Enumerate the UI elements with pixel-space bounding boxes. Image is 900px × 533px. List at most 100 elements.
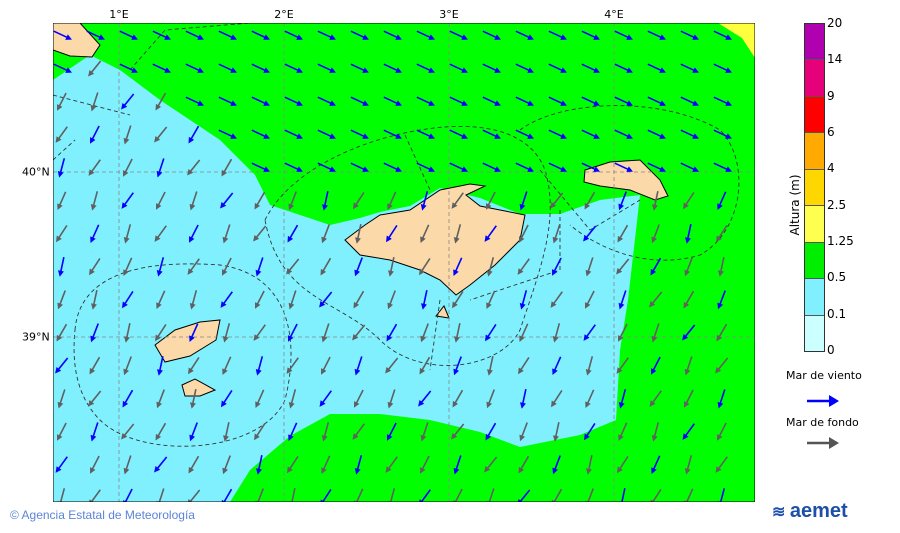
wave-arrow xyxy=(383,96,402,106)
wave-arrow xyxy=(284,63,303,73)
wave-arrow xyxy=(251,129,270,139)
wave-arrow xyxy=(222,455,231,475)
wave-arrow xyxy=(583,324,596,341)
wave-arrow xyxy=(156,389,165,409)
wave-arrow xyxy=(57,158,66,178)
wave-arrow xyxy=(581,63,600,73)
wave-arrow xyxy=(484,456,498,473)
copyright-credit: © Agencia Estatal de Meteorología xyxy=(10,508,195,522)
wave-arrow xyxy=(287,456,299,474)
wave-arrow xyxy=(684,455,693,475)
lat-label: 40°N xyxy=(22,165,50,179)
wave-arrow xyxy=(647,162,666,172)
wave-arrow xyxy=(585,290,595,309)
wave-arrow xyxy=(188,125,200,144)
wave-arrow xyxy=(385,357,399,374)
wave-arrow xyxy=(119,30,138,40)
wave-direction-arrows xyxy=(53,30,732,502)
wave-arrow xyxy=(585,488,594,502)
wave-arrow xyxy=(387,389,396,409)
wave-arrow xyxy=(255,356,264,376)
wave-arrow xyxy=(713,129,732,139)
wave-arrow xyxy=(713,30,732,40)
colorbar-segment xyxy=(805,315,824,351)
wave-arrow xyxy=(88,390,102,407)
wave-arrow xyxy=(255,290,265,309)
wave-arrow xyxy=(550,192,564,209)
wave-arrow xyxy=(552,323,561,343)
wave-arrow xyxy=(321,224,330,244)
wave-arrow xyxy=(190,389,197,409)
wave-arrow xyxy=(416,96,435,106)
wave-arrow xyxy=(221,158,233,177)
wave-arrow xyxy=(57,290,66,310)
wave-arrow xyxy=(713,162,732,172)
wave-arrow xyxy=(419,356,431,375)
wave-arrow xyxy=(251,30,270,40)
lon-label: 4°E xyxy=(604,8,624,21)
wave-arrow xyxy=(482,63,501,73)
wave-arrow xyxy=(288,191,297,211)
wave-arrow xyxy=(515,96,534,106)
colorbar-title: Altura (m) xyxy=(788,174,802,236)
wave-arrow xyxy=(90,455,100,474)
wave-arrow xyxy=(614,30,633,40)
wave-arrow xyxy=(517,258,530,275)
wave-arrow xyxy=(188,455,200,474)
wave-arrow xyxy=(520,389,527,409)
wave-arrow xyxy=(618,290,627,310)
wave-arrow xyxy=(123,125,132,145)
spain-coast xyxy=(53,23,101,58)
wave-arrow xyxy=(618,422,628,442)
wave-arrow xyxy=(352,324,366,341)
wave-arrow xyxy=(350,129,369,139)
lat-label: 39°N xyxy=(22,330,50,344)
wave-arrow xyxy=(90,191,99,211)
wave-arrow xyxy=(353,290,365,309)
wave-arrow xyxy=(618,191,627,211)
wave-arrow xyxy=(683,192,695,210)
wave-arrow xyxy=(123,224,132,244)
wave-arrow xyxy=(717,389,726,409)
wave-arrow xyxy=(717,422,727,441)
wave-arrow xyxy=(716,323,728,342)
wave-arrow xyxy=(55,456,68,473)
wave-arrow xyxy=(419,258,431,276)
wave-arrow xyxy=(152,30,171,40)
wave-arrow xyxy=(680,30,699,40)
wave-arrow xyxy=(585,257,594,277)
colorbar-segment xyxy=(805,279,824,316)
wave-arrow xyxy=(583,225,597,242)
wave-arrow xyxy=(515,63,534,73)
wave-arrow xyxy=(123,356,132,376)
wave-arrow xyxy=(486,257,495,277)
colorbar-segment xyxy=(805,169,824,207)
wave-arrow xyxy=(322,191,329,211)
wave-arrow xyxy=(288,422,298,442)
lon-label: 3°E xyxy=(439,8,459,21)
wave-arrow xyxy=(651,422,660,442)
wave-arrow xyxy=(352,423,365,440)
colorbar-tick: 0 xyxy=(827,343,835,357)
wave-arrow xyxy=(56,323,68,342)
wave-arrow xyxy=(449,30,468,40)
wave-arrow xyxy=(482,96,501,106)
wave-arrow xyxy=(713,63,732,73)
wave-arrow xyxy=(619,488,626,502)
wave-arrow xyxy=(519,224,529,243)
wave-arrow xyxy=(617,224,629,243)
wave-arrow xyxy=(57,488,66,502)
wave-arrow xyxy=(548,96,567,106)
colorbar-tick: 4 xyxy=(827,161,835,176)
wave-arrow xyxy=(421,290,428,310)
wave-arrow xyxy=(684,389,694,408)
wave-arrow xyxy=(519,290,528,310)
wave-arrow xyxy=(90,323,99,343)
wave-arrow xyxy=(581,129,600,139)
wave-arrow xyxy=(387,290,396,310)
wave-arrow xyxy=(218,63,237,73)
wave-arrow xyxy=(222,356,232,376)
wave-arrow xyxy=(553,422,560,442)
wave-arrow xyxy=(386,323,398,342)
wave-arrow xyxy=(519,422,528,442)
